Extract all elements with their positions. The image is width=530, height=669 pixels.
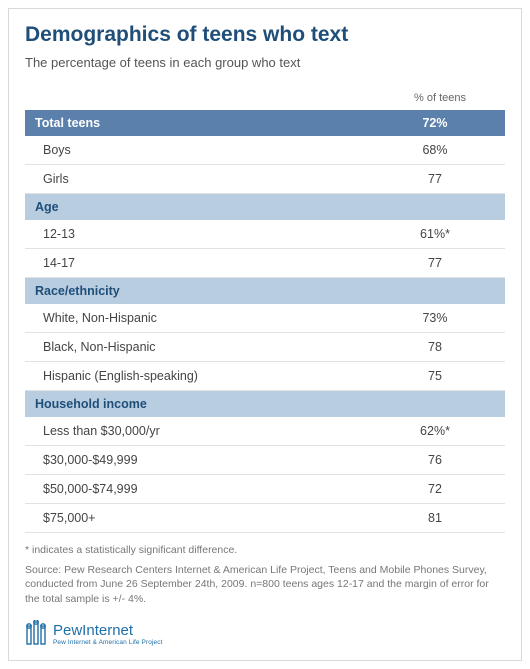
section-value xyxy=(375,194,505,221)
section-value: 72% xyxy=(375,110,505,136)
row-value: 81 xyxy=(375,504,505,533)
report-subtitle: The percentage of teens in each group wh… xyxy=(25,55,505,70)
section-header-row: Household income xyxy=(25,391,505,418)
row-value: 77 xyxy=(375,165,505,194)
table-row: Girls77 xyxy=(25,165,505,194)
row-label: $30,000-$49,999 xyxy=(25,446,375,475)
section-header-row: Age xyxy=(25,194,505,221)
row-label: 12-13 xyxy=(25,220,375,249)
row-value: 72 xyxy=(375,475,505,504)
row-value: 77 xyxy=(375,249,505,278)
logo-text-block: PewInternet Pew Internet & American Life… xyxy=(53,622,162,646)
row-label: 14-17 xyxy=(25,249,375,278)
row-value: 75 xyxy=(375,362,505,391)
logo-tagline: Pew Internet & American Life Project xyxy=(53,639,162,646)
column-header-row: % of teens xyxy=(25,88,505,110)
section-header-row: Race/ethnicity xyxy=(25,278,505,305)
column-header-value: % of teens xyxy=(375,92,505,104)
section-header-row: Total teens72% xyxy=(25,110,505,136)
report-card: Demographics of teens who text The perce… xyxy=(8,8,522,661)
logo-brand: PewInternet xyxy=(53,622,162,639)
table-row: 14-1777 xyxy=(25,249,505,278)
column-header-spacer xyxy=(25,92,375,104)
row-value: 76 xyxy=(375,446,505,475)
row-value: 78 xyxy=(375,333,505,362)
table-row: Less than $30,000/yr62%* xyxy=(25,417,505,446)
row-label: $50,000-$74,999 xyxy=(25,475,375,504)
row-value: 61%* xyxy=(375,220,505,249)
row-label: Girls xyxy=(25,165,375,194)
table-row: Black, Non-Hispanic78 xyxy=(25,333,505,362)
row-value: 62%* xyxy=(375,417,505,446)
section-value xyxy=(375,391,505,418)
table-row: $75,000+81 xyxy=(25,504,505,533)
report-title: Demographics of teens who text xyxy=(25,23,505,47)
section-label: Total teens xyxy=(25,110,375,136)
row-label: Black, Non-Hispanic xyxy=(25,333,375,362)
table-row: $30,000-$49,99976 xyxy=(25,446,505,475)
table-row: White, Non-Hispanic73% xyxy=(25,304,505,333)
row-label: Hispanic (English-speaking) xyxy=(25,362,375,391)
row-label: Less than $30,000/yr xyxy=(25,417,375,446)
section-value xyxy=(375,278,505,305)
outer-wrap: Demographics of teens who text The perce… xyxy=(0,0,530,669)
table-row: Boys68% xyxy=(25,136,505,165)
section-label: Age xyxy=(25,194,375,221)
section-label: Race/ethnicity xyxy=(25,278,375,305)
row-label: White, Non-Hispanic xyxy=(25,304,375,333)
row-value: 73% xyxy=(375,304,505,333)
footnote-text: * indicates a statistically significant … xyxy=(25,543,505,557)
table-row: $50,000-$74,99972 xyxy=(25,475,505,504)
logo-row: PewInternet Pew Internet & American Life… xyxy=(25,620,505,648)
table-row: 12-1361%* xyxy=(25,220,505,249)
section-label: Household income xyxy=(25,391,375,418)
row-label: $75,000+ xyxy=(25,504,375,533)
source-text: Source: Pew Research Centers Internet & … xyxy=(25,563,505,606)
row-label: Boys xyxy=(25,136,375,165)
demographics-table: Total teens72%Boys68%Girls77Age12-1361%*… xyxy=(25,110,505,533)
table-row: Hispanic (English-speaking)75 xyxy=(25,362,505,391)
pew-logo-icon xyxy=(25,620,47,648)
row-value: 68% xyxy=(375,136,505,165)
